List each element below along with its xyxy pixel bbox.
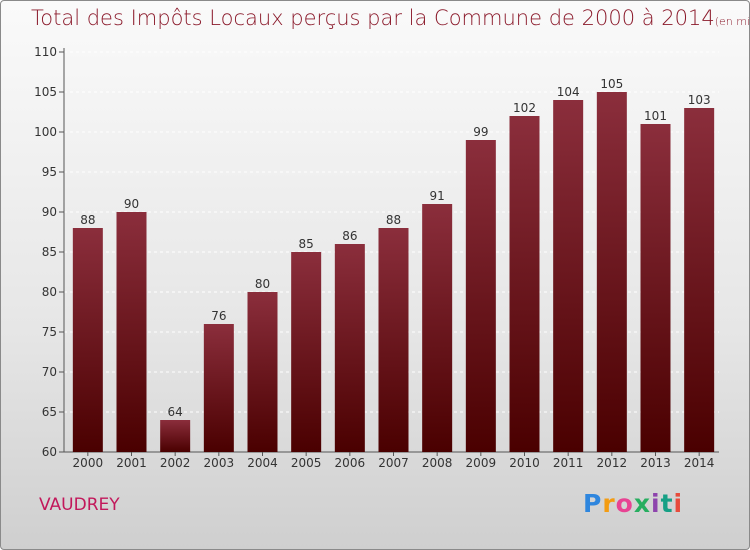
bar — [422, 204, 453, 452]
bar-value-label: 76 — [211, 309, 226, 323]
chart-subtitle: (en milliers d'€) — [714, 15, 750, 28]
y-tick-label: 70 — [42, 365, 57, 379]
bar-value-label: 88 — [386, 213, 401, 227]
bar — [160, 420, 191, 452]
bar-value-label: 103 — [688, 93, 711, 107]
bar-value-label: 80 — [255, 277, 270, 291]
x-tick-label: 2006 — [335, 456, 366, 470]
bar-value-label: 101 — [644, 109, 667, 123]
bar — [334, 244, 365, 452]
bar-value-label: 88 — [80, 213, 95, 227]
bar — [291, 252, 322, 452]
x-tick-label: 2005 — [291, 456, 322, 470]
y-tick-label: 85 — [42, 245, 57, 259]
bar — [72, 228, 103, 452]
bar-value-label: 104 — [557, 85, 580, 99]
bar-value-label: 86 — [342, 229, 357, 243]
bar — [116, 212, 147, 452]
x-tick-label: 2008 — [422, 456, 453, 470]
bar — [640, 124, 671, 452]
x-tick-label: 2013 — [640, 456, 671, 470]
bar-value-label: 64 — [168, 405, 183, 419]
x-tick-label: 2009 — [466, 456, 497, 470]
x-tick-label: 2011 — [553, 456, 584, 470]
bar — [203, 324, 234, 452]
bar-value-label: 105 — [600, 77, 623, 91]
y-tick-label: 105 — [34, 85, 57, 99]
bar — [247, 292, 278, 452]
logo-letter: r — [602, 489, 616, 518]
bar-value-label: 91 — [430, 189, 445, 203]
bar — [465, 140, 496, 452]
x-tick-label: 2004 — [247, 456, 278, 470]
commune-name: VAUDREY — [39, 495, 120, 515]
bar-value-label: 90 — [124, 197, 139, 211]
x-tick-label: 2001 — [116, 456, 147, 470]
y-tick-label: 90 — [42, 205, 57, 219]
proxiti-logo: Proxiti — [583, 489, 683, 518]
x-tick-label: 2014 — [684, 456, 715, 470]
x-tick-label: 2007 — [378, 456, 409, 470]
bar — [509, 116, 540, 452]
bar — [553, 100, 584, 452]
y-tick-label: 110 — [34, 45, 57, 59]
logo-letter: o — [615, 489, 634, 518]
bar — [684, 108, 715, 452]
chart-title: Total des Impôts Locaux perçus par la Co… — [31, 6, 750, 30]
bar-value-label: 99 — [473, 125, 488, 139]
y-tick-label: 80 — [42, 285, 57, 299]
logo-letter: t — [660, 489, 674, 518]
logo-letter: x — [633, 489, 651, 518]
bar-value-label: 85 — [299, 237, 314, 251]
logo-letter: P — [583, 489, 603, 518]
bar — [596, 92, 627, 452]
logo-letter: i — [651, 489, 661, 518]
x-tick-label: 2003 — [204, 456, 235, 470]
bar — [378, 228, 409, 452]
x-tick-label: 2010 — [509, 456, 540, 470]
title-text: Total des Impôts Locaux perçus par la Co… — [31, 6, 715, 30]
logo-letter: i — [673, 489, 684, 518]
x-tick-label: 2002 — [160, 456, 191, 470]
y-tick-label: 75 — [42, 325, 57, 339]
x-tick-label: 2000 — [73, 456, 104, 470]
y-tick-label: 60 — [42, 445, 57, 459]
y-tick-label: 65 — [42, 405, 57, 419]
y-tick-label: 100 — [34, 125, 57, 139]
bar-value-label: 102 — [513, 101, 536, 115]
y-tick-label: 95 — [42, 165, 57, 179]
x-tick-label: 2012 — [597, 456, 628, 470]
